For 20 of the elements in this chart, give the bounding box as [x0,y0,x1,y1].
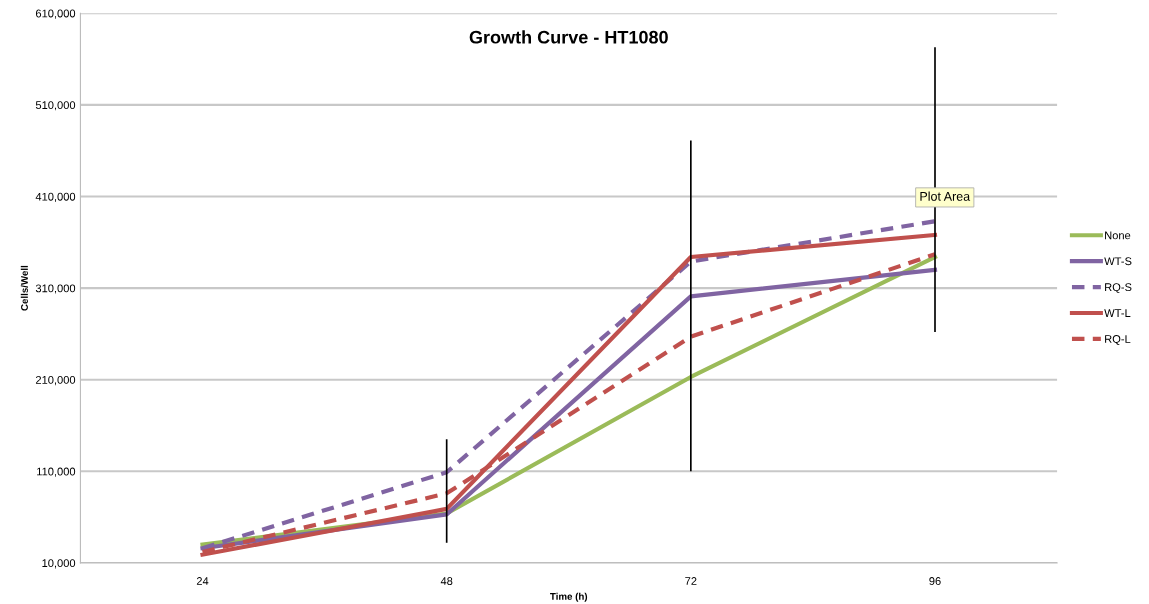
y-tick-label: 210,000 [35,375,76,386]
y-tick-label: 410,000 [35,192,76,202]
x-tick-label: 48 [440,577,453,585]
x-tick-label: 72 [685,577,697,585]
text: Growth Curve - HT1080 [469,30,668,44]
legend-label: RQ-L [1105,335,1131,345]
legend-label: WT-S [1104,257,1132,266]
x-tick-label: 24 [196,577,209,585]
y-tick-label: 510,000 [35,101,76,111]
legend-label: None [1105,231,1131,240]
y-tick-label: 110,000 [37,467,76,477]
y-axis-title: Cells/Well [20,265,29,311]
legend-label: RQ-S [1105,283,1132,294]
x-tick-label: 96 [929,577,941,585]
x-axis-title: Time (h) [550,592,588,602]
y-tick-label: 10,000 [42,559,76,569]
legend-label: WT-L [1104,309,1131,317]
annotation: Plot Area [920,191,971,201]
y-tick-label: 310,000 [35,284,76,294]
y-tick-label: 610,000 [35,9,76,19]
